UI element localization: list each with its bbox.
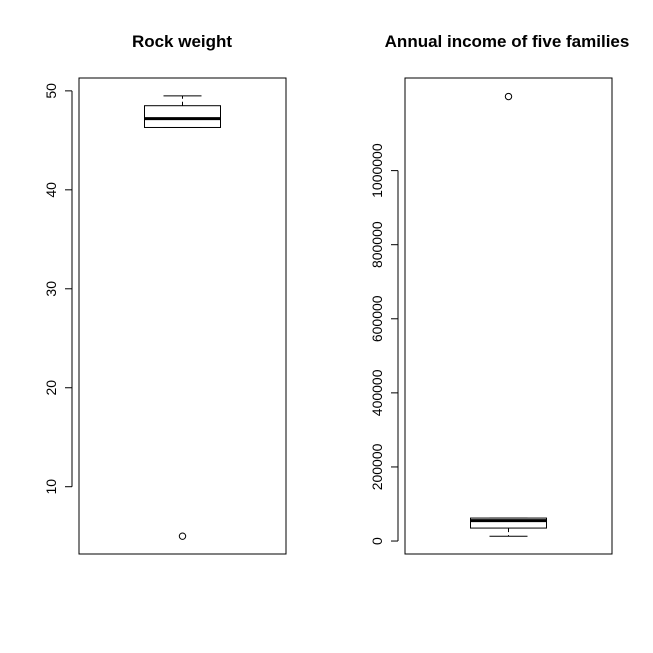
y-tick-label: 600000 xyxy=(369,295,385,342)
y-tick-label: 10 xyxy=(43,479,59,495)
outlier-point xyxy=(178,532,187,540)
plot-frame xyxy=(404,77,613,555)
y-tick-label: 0 xyxy=(369,537,385,545)
y-tick-label: 40 xyxy=(43,182,59,198)
y-tick-label: 1000000 xyxy=(369,143,385,198)
plot-frame xyxy=(78,77,287,555)
iqr-box xyxy=(144,105,221,128)
y-tick-label: 20 xyxy=(43,380,59,396)
y-tick-label: 800000 xyxy=(369,221,385,268)
iqr-box xyxy=(470,517,547,529)
chart-panel-1: Rock weight 10 20 30 40 50 xyxy=(43,32,287,555)
y-tick-label: 400000 xyxy=(369,369,385,416)
chart-title: Annual income of five families xyxy=(385,32,630,51)
outlier-point xyxy=(504,92,513,101)
chart-panel-2: Annual income of five families 0 200000 400… xyxy=(369,32,630,555)
chart-title: Rock weight xyxy=(132,32,232,51)
y-tick-label: 30 xyxy=(43,281,59,297)
y-tick-label: 50 xyxy=(43,83,59,99)
y-tick-label: 200000 xyxy=(369,443,385,490)
